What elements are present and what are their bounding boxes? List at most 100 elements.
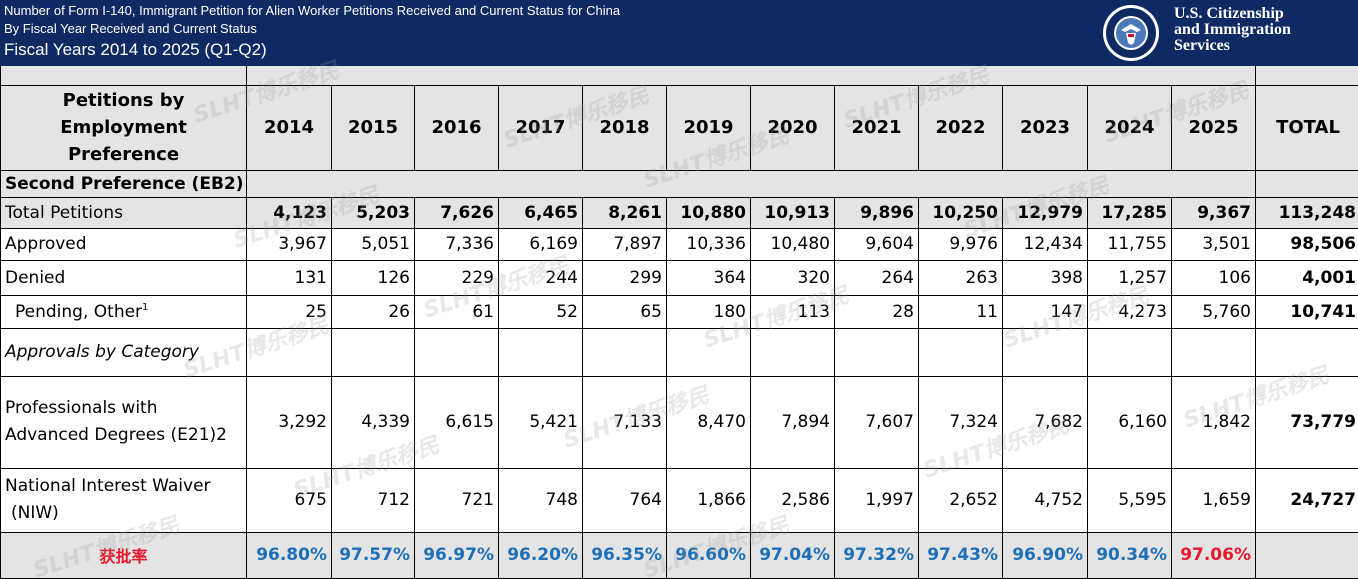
table-cell: 5,760 [1171, 294, 1256, 329]
approval-rate-cell: 96.90% [1002, 531, 1088, 579]
table-cell: 7,682 [1002, 375, 1088, 469]
table-cell: 9,896 [834, 196, 919, 229]
approval-rate-label: 获批率 [0, 531, 247, 579]
approval-rate-total-cell [1255, 531, 1358, 579]
table-cell: 106 [1171, 259, 1256, 296]
table-cell: 364 [666, 259, 751, 296]
table-cell: 12,434 [1002, 227, 1088, 261]
table-cell: 229 [414, 259, 499, 296]
year-header: 2025 [1171, 84, 1256, 171]
footnote-marker: 1 [142, 301, 149, 313]
agency-name: U.S. Citizenship and Immigration Service… [1174, 6, 1291, 54]
table-cell: 712 [331, 467, 415, 533]
table-cell: 8,261 [582, 196, 667, 229]
table-cell: 7,336 [414, 227, 499, 261]
row-header-label: Petitions by Employment Preference [0, 84, 247, 171]
approval-rate-cell: 96.80% [246, 531, 332, 579]
total-cell: 73,779 [1255, 375, 1358, 469]
approval-rate-cell: 97.57% [331, 531, 415, 579]
row-label: Professionals with Advanced Degrees (E21… [0, 375, 247, 469]
section-row-eb2: Second Preference (EB2) [0, 169, 1358, 198]
niw-label-line2: (NIW) [11, 503, 59, 524]
table-cell: 721 [414, 467, 499, 533]
total-cell: 4,001 [1255, 259, 1358, 296]
approval-rate-cell: 97.04% [750, 531, 835, 579]
table-cell: 1,997 [834, 467, 919, 533]
table-cell: 5,203 [331, 196, 415, 229]
table-cell: 7,897 [582, 227, 667, 261]
agency-name-line1: U.S. Citizenship [1174, 5, 1284, 22]
table-cell: 17,285 [1087, 196, 1172, 229]
table-cell: 320 [750, 259, 835, 296]
table-cell: 7,626 [414, 196, 499, 229]
row-label: Pending, Other1 [0, 294, 247, 329]
row-header-line2: Employment Preference [60, 117, 187, 166]
year-header: 2018 [582, 84, 667, 171]
row-header-line1: Petitions by [62, 90, 185, 112]
table-cell: 1,866 [666, 467, 751, 533]
row-label: Denied [0, 259, 247, 296]
table-row-approvals-by-category: Approvals by Category [0, 327, 1358, 377]
year-header: 2022 [918, 84, 1003, 171]
dhs-seal-icon [1103, 5, 1159, 61]
year-header: 2020 [750, 84, 835, 171]
table-cell: 4,273 [1087, 294, 1172, 329]
year-header: 2024 [1087, 84, 1172, 171]
table-cell: 3,501 [1171, 227, 1256, 261]
approval-rate-cell-highlight: 97.06% [1171, 531, 1256, 579]
year-header: 2017 [498, 84, 583, 171]
table-cell: 9,976 [918, 227, 1003, 261]
niw-label-line1: National Interest Waiver [5, 476, 211, 497]
table-cell: 6,160 [1087, 375, 1172, 469]
table-cell: 5,051 [331, 227, 415, 261]
table-cell: 113 [750, 294, 835, 329]
table-cell: 9,604 [834, 227, 919, 261]
table-row-pending: Pending, Other1 25 26 61 52 65 180 113 2… [0, 294, 1358, 329]
table-cell: 26 [331, 294, 415, 329]
column-header-row: Petitions by Employment Preference 2014 … [0, 84, 1358, 171]
table-cell: 180 [666, 294, 751, 329]
table-cell: 244 [498, 259, 583, 296]
table-cell: 6,615 [414, 375, 499, 469]
table-cell: 10,913 [750, 196, 835, 229]
table-cell: 764 [582, 467, 667, 533]
table-row-denied: Denied 131 126 229 244 299 364 320 264 2… [0, 259, 1358, 296]
table-cell: 1,659 [1171, 467, 1256, 533]
header-spacer-row [0, 66, 1358, 86]
table-cell: 7,133 [582, 375, 667, 469]
table-cell: 10,880 [666, 196, 751, 229]
pending-label: Pending, Other [15, 301, 143, 322]
table-cell: 4,123 [246, 196, 332, 229]
report-subtitle: By Fiscal Year Received and Current Stat… [4, 21, 257, 36]
total-cell: 10,741 [1255, 294, 1358, 329]
table-cell: 3,292 [246, 375, 332, 469]
total-cell: 24,727 [1255, 467, 1358, 533]
table-cell: 11,755 [1087, 227, 1172, 261]
table-cell: 2,652 [918, 467, 1003, 533]
table-cell: 5,595 [1087, 467, 1172, 533]
row-label: Total Petitions [0, 196, 247, 229]
professionals-label-line2: Advanced Degrees (E21)2 [5, 425, 227, 446]
year-header: 2021 [834, 84, 919, 171]
table-cell: 65 [582, 294, 667, 329]
table-cell: 2,586 [750, 467, 835, 533]
petitions-table: Petitions by Employment Preference 2014 … [0, 66, 1358, 579]
report-banner: Number of Form I-140, Immigrant Petition… [0, 0, 1358, 66]
approval-rate-cell: 96.60% [666, 531, 751, 579]
row-label: Approvals by Category [0, 327, 247, 377]
table-cell: 9,367 [1171, 196, 1256, 229]
table-cell: 126 [331, 259, 415, 296]
table-cell: 299 [582, 259, 667, 296]
table-cell: 264 [834, 259, 919, 296]
table-cell: 7,607 [834, 375, 919, 469]
approval-rate-cell: 97.43% [918, 531, 1003, 579]
table-cell: 147 [1002, 294, 1088, 329]
table-row-total-petitions: Total Petitions 4,123 5,203 7,626 6,465 … [0, 196, 1358, 229]
table-row-niw: National Interest Waiver (NIW) 675 712 7… [0, 467, 1358, 533]
table-cell: 12,979 [1002, 196, 1088, 229]
row-label: Approved [0, 227, 247, 261]
agency-name-line2: and Immigration [1174, 21, 1291, 38]
approval-rate-cell: 96.97% [414, 531, 499, 579]
year-header: 2019 [666, 84, 751, 171]
professionals-label-line1: Professionals with [5, 398, 158, 419]
